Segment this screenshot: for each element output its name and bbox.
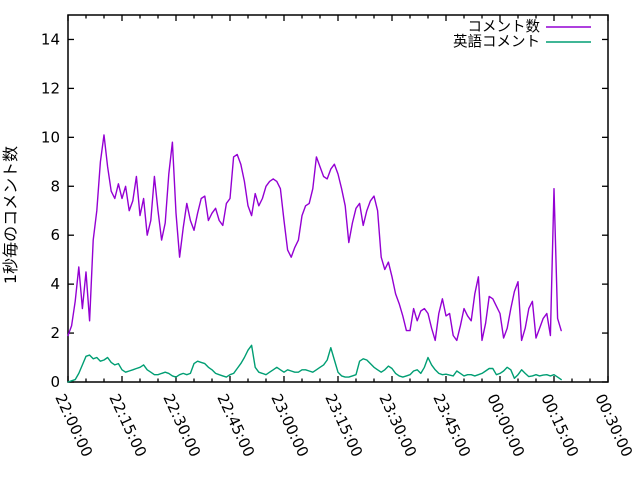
y-tick-label: 6: [50, 226, 60, 244]
axis-ticks: [67, 15, 609, 383]
y-tick-label: 8: [50, 177, 60, 195]
legend: コメント数 英語コメント: [453, 19, 591, 51]
y-tick-label: 2: [50, 324, 60, 342]
y-tick-label: 10: [41, 128, 60, 146]
x-tick-label: 23:30:00: [375, 391, 420, 460]
x-tick-label: 23:00:00: [267, 391, 312, 460]
series-line-comments: [67, 134, 562, 342]
x-tick-label: 00:00:00: [483, 391, 528, 460]
x-tick-label: 23:45:00: [429, 391, 474, 460]
x-tick-labels: 22:00:00 22:15:00 22:30:00 22:45:00 23:00:00…: [51, 391, 636, 460]
y-tick-label: 14: [41, 30, 60, 48]
y-axis-label: 1秒毎のコメント数: [1, 146, 20, 284]
x-tick-label: 22:15:00: [105, 391, 150, 460]
plot-border: [67, 14, 609, 383]
x-tick-label: 22:45:00: [213, 391, 258, 460]
x-tick-label: 00:15:00: [537, 391, 582, 460]
y-tick-label: 12: [41, 79, 60, 97]
x-tick-label: 22:00:00: [51, 391, 96, 460]
legend-label-english-comments: 英語コメント: [453, 33, 540, 51]
y-tick-label: 0: [50, 373, 60, 391]
x-tick-label: 22:30:00: [159, 391, 204, 460]
series-line-english-comments: [67, 344, 562, 383]
y-tick-label: 4: [50, 275, 60, 293]
x-tick-label: 23:15:00: [321, 391, 366, 460]
x-tick-label: 00:30:00: [591, 391, 636, 460]
legend-label-comments: コメント数: [468, 19, 541, 36]
y-tick-labels: 0 2 4 6 8 10 12 14: [41, 30, 60, 391]
